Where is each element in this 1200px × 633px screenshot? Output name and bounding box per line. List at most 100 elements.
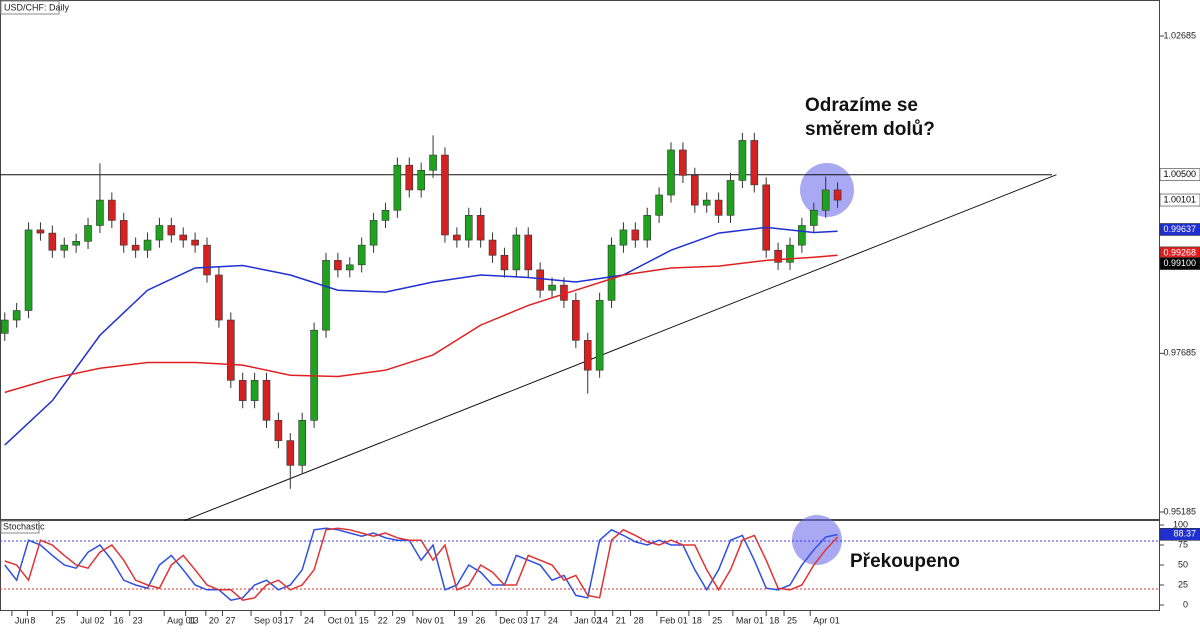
- candle-body: [48, 232, 57, 251]
- price-tag-label: 0.99268: [1163, 247, 1196, 257]
- candle-body: [643, 215, 652, 241]
- x-tick-label: Nov 01: [416, 615, 445, 625]
- candle-body: [774, 249, 782, 263]
- candle-body: [762, 184, 770, 251]
- x-tick-label: 22: [378, 615, 388, 625]
- x-tick-label: 17: [284, 615, 294, 625]
- indicator-title: Stochastic: [3, 521, 45, 531]
- annotation: směrem dolů?: [805, 119, 935, 140]
- x-tick-label: 23: [133, 615, 143, 625]
- price-tag: [1159, 193, 1200, 207]
- candle-body: [726, 180, 735, 216]
- y-tick-label: 75: [1178, 539, 1188, 549]
- x-tick-label: 17: [530, 615, 540, 625]
- annotation: Překoupeno: [850, 551, 960, 572]
- candle-body: [679, 149, 687, 176]
- candle-body: [833, 189, 842, 201]
- title-box: [0, 520, 40, 534]
- x-tick-label: 26: [475, 615, 485, 625]
- x-tick-label: 28: [634, 615, 644, 625]
- candle-body: [119, 220, 128, 246]
- candle-body: [464, 215, 473, 241]
- candle-body: [322, 260, 330, 331]
- x-tick-label: 24: [304, 615, 314, 625]
- candle-body: [250, 380, 259, 401]
- candle-body: [441, 154, 449, 236]
- x-tick-label: 25: [712, 615, 722, 625]
- x-tick-label: 8: [30, 615, 35, 625]
- x-tick-label: Feb 01: [660, 615, 688, 625]
- candle-body: [667, 149, 675, 196]
- x-tick-label: Sep 03: [254, 615, 283, 625]
- y-tick-label: 0.97685: [1163, 348, 1196, 358]
- moving-average: [4, 226, 838, 446]
- candle-body: [476, 215, 485, 241]
- y-tick-label: 0: [1183, 599, 1188, 609]
- candle-body: [167, 225, 176, 236]
- x-tick-label: 15: [359, 615, 369, 625]
- x-tick-label: Jan 02: [574, 615, 601, 625]
- stochastic-line: [4, 527, 838, 602]
- candle-body: [453, 234, 461, 241]
- candle-body: [607, 244, 616, 301]
- x-tick-label: Jun: [15, 615, 30, 625]
- chart-title: USD/CHF: Daily: [4, 2, 70, 12]
- candle-body: [96, 199, 104, 226]
- y-tick-label: 100: [1173, 519, 1188, 529]
- candle-body: [262, 380, 271, 421]
- x-tick-label: Aug 01: [167, 615, 196, 625]
- candle-body: [750, 140, 759, 186]
- candle-body: [536, 269, 544, 291]
- x-tick-label: Apr 01: [813, 615, 840, 625]
- candle-body: [191, 239, 199, 246]
- price-tag: [1159, 528, 1200, 541]
- price-tag-label: 0.99637: [1163, 224, 1196, 234]
- candle-body: [203, 244, 211, 276]
- candle-body: [12, 310, 21, 321]
- y-tick-label: 50: [1178, 559, 1188, 569]
- candle-body: [691, 175, 699, 206]
- candle-body: [227, 319, 235, 381]
- y-tick-label: 0.95185: [1163, 506, 1196, 516]
- candle-body: [524, 234, 533, 271]
- candle-body: [595, 300, 604, 371]
- candle-body: [714, 199, 723, 216]
- candle-body: [488, 239, 497, 256]
- candle-body: [798, 225, 806, 246]
- candle-body: [655, 194, 663, 216]
- candle-body: [24, 229, 33, 311]
- x-tick-label: 14: [598, 615, 608, 625]
- price-tag-label: 1.00101: [1163, 194, 1196, 204]
- x-tick-label: Jul 02: [80, 615, 104, 625]
- candle-body: [381, 209, 390, 221]
- highlight-circle: [792, 515, 842, 565]
- moving-average: [4, 254, 838, 394]
- x-tick-label: 21: [616, 615, 626, 625]
- candle-body: [631, 229, 640, 241]
- candle-body: [583, 340, 592, 371]
- candle-body: [155, 225, 164, 241]
- candle-body: [512, 234, 521, 271]
- candle-body: [334, 260, 342, 271]
- trend-line: [184, 174, 1057, 522]
- x-tick-label: 18: [692, 615, 702, 625]
- candle-body: [143, 239, 152, 251]
- candle-body: [738, 140, 747, 181]
- x-tick-label: 25: [55, 615, 65, 625]
- x-tick-label: 25: [787, 615, 797, 625]
- candle-body: [0, 319, 9, 334]
- candle-body: [369, 220, 378, 246]
- candle-body: [179, 234, 188, 241]
- candle-body: [60, 244, 69, 251]
- candle-body: [548, 284, 556, 291]
- candle-body: [215, 274, 223, 321]
- candle-body: [500, 255, 509, 271]
- price-tag-label: 1.00500: [1163, 169, 1196, 179]
- x-tick-label: 27: [225, 615, 235, 625]
- candle-body: [429, 154, 437, 171]
- candle-body: [393, 164, 402, 211]
- candle-body: [84, 225, 92, 242]
- candle-body: [405, 164, 414, 191]
- x-tick-label: Mar 01: [736, 615, 764, 625]
